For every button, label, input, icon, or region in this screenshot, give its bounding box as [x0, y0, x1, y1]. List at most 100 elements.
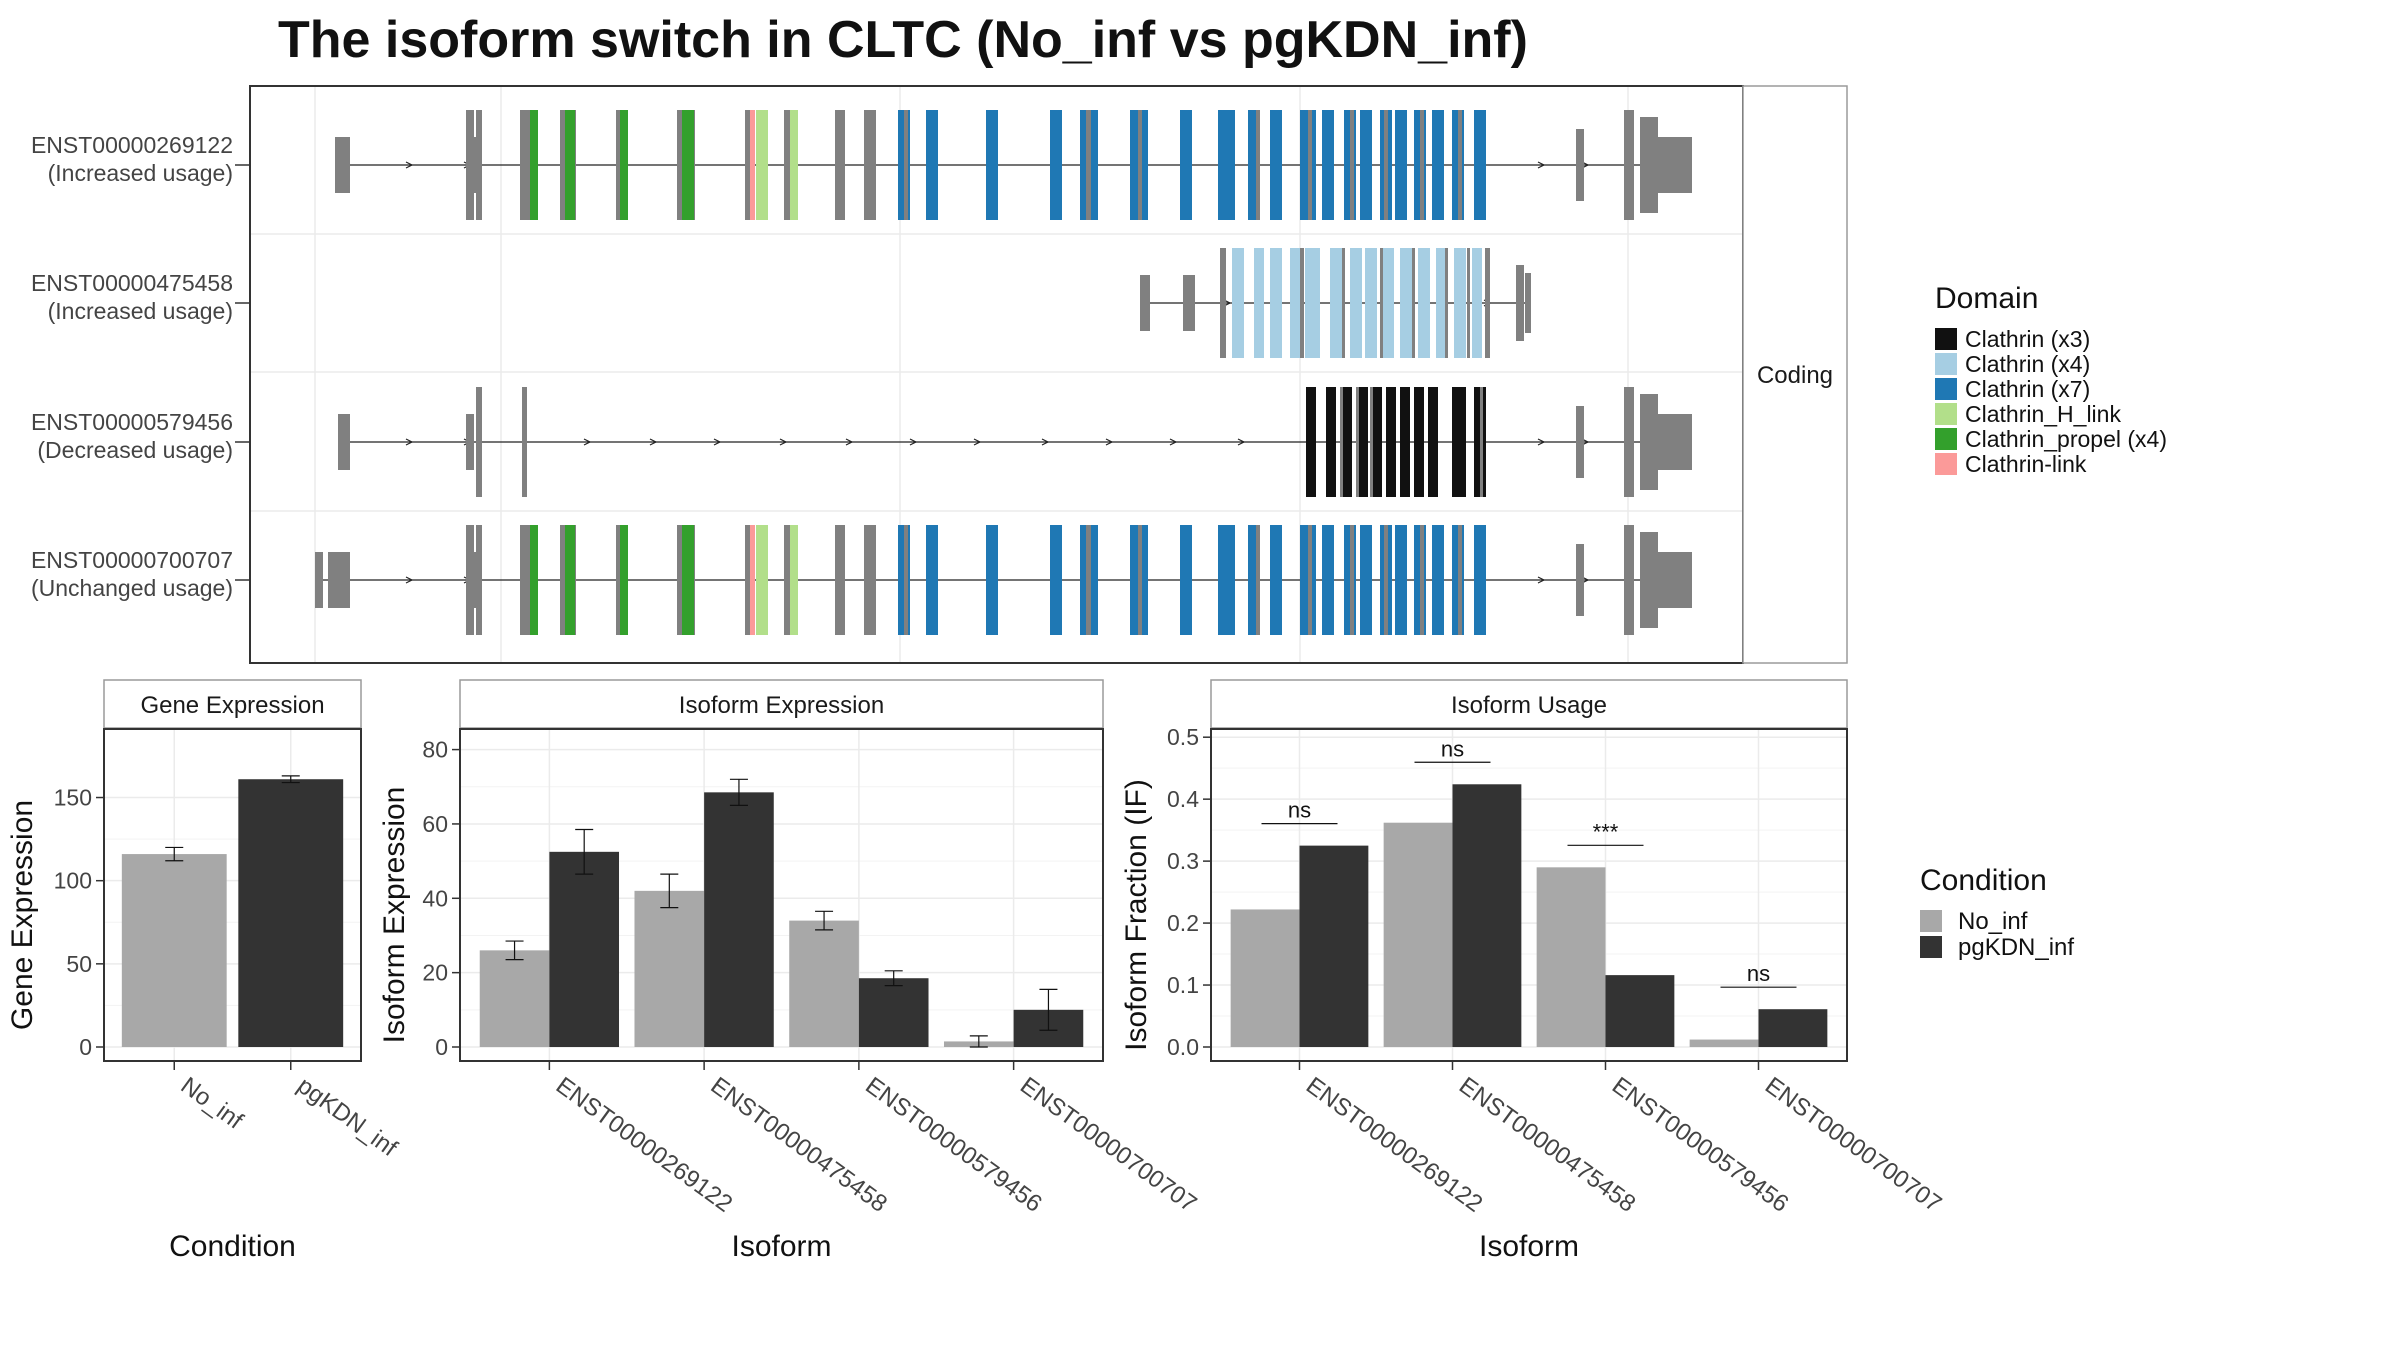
exon-block	[1386, 387, 1396, 497]
figure-title: The isoform switch in CLTC (No_inf vs pg…	[278, 11, 1528, 69]
domain-legend-label: Clathrin_H_link	[1965, 401, 2121, 427]
exon-block	[466, 414, 474, 470]
transcript-track-ENST00000475458	[1140, 248, 1531, 358]
bar	[1689, 1039, 1759, 1047]
exon-block	[745, 525, 752, 635]
exon-block	[904, 525, 908, 635]
exon-block	[1350, 110, 1354, 220]
facet-strip-label: Isoform Expression	[679, 692, 884, 719]
exon-block	[1525, 273, 1531, 333]
exon-block	[986, 525, 998, 635]
strand-arrow	[405, 161, 414, 169]
exon-block	[1350, 248, 1362, 358]
exon-block	[1382, 248, 1394, 358]
facet-strip-right	[1742, 85, 1848, 664]
transcript-track-ENST00000579456	[338, 387, 1692, 497]
exon-block	[1350, 525, 1354, 635]
exon-block	[1380, 248, 1383, 358]
bar	[634, 890, 705, 1047]
exon-block	[1218, 110, 1235, 220]
exon-block	[1516, 265, 1524, 341]
exon-block	[1454, 248, 1466, 358]
y-axis-title: Isoform Expression	[378, 787, 411, 1044]
exon-block	[1658, 414, 1692, 470]
exon-block	[870, 525, 876, 635]
exon-block	[1458, 525, 1462, 635]
bar-charts: Gene Expression 0 50 100 150 No_inf pgKDN_inf C…	[6, 679, 1946, 1263]
exon-block	[1340, 387, 1343, 497]
exon-block	[762, 110, 768, 220]
exon-block	[1138, 110, 1142, 220]
y-tick-label: 0.0	[1167, 1034, 1199, 1060]
exon-block	[1254, 248, 1264, 358]
exon-block	[476, 387, 482, 497]
strand-arrow	[405, 438, 414, 446]
domain-legend-swatch	[1935, 353, 1957, 375]
exon-block	[1220, 248, 1226, 358]
exon-block	[335, 137, 350, 193]
exon-block	[328, 552, 350, 608]
y-tick-label: 0.4	[1167, 786, 1199, 812]
exon-block	[315, 552, 323, 608]
exon-block	[466, 525, 474, 635]
exon-block	[1183, 275, 1195, 331]
transcript-id-label: ENST00000579456	[31, 409, 233, 435]
exon-block	[1474, 525, 1486, 635]
exon-block	[466, 110, 474, 220]
y-tick-label: 0.1	[1167, 972, 1199, 998]
domain-legend-swatch	[1935, 453, 1957, 475]
exon-block	[1400, 387, 1410, 497]
facet-strip	[1210, 679, 1848, 729]
y-tick-label: 100	[54, 868, 92, 894]
condition-legend-label: No_inf	[1958, 908, 2028, 935]
exon-block	[1384, 110, 1388, 220]
bar	[1299, 845, 1369, 1047]
y-tick-label: 0	[435, 1034, 448, 1060]
exon-block	[338, 414, 350, 470]
strand-arrow	[909, 438, 918, 446]
exon-block	[1640, 117, 1658, 213]
exon-block	[1308, 525, 1312, 635]
bar	[1536, 867, 1606, 1047]
strand-arrow	[1537, 161, 1546, 169]
transcript-track-ENST00000700707	[315, 525, 1692, 635]
y-tick-label: 150	[54, 785, 92, 811]
exon-block	[530, 525, 538, 635]
exon-block	[1330, 248, 1342, 358]
chart-panel-isoform-expression: Isoform Expression020406080ENST000002691…	[378, 679, 1202, 1263]
exon-block	[1270, 525, 1282, 635]
exon-block	[1050, 525, 1062, 635]
exon-block	[530, 110, 538, 220]
exon-block	[1372, 387, 1382, 497]
bar	[549, 851, 620, 1047]
condition-legend-label: pgKDN_inf	[1958, 934, 2074, 961]
bar	[1383, 822, 1453, 1047]
domain-legend-swatch	[1935, 428, 1957, 450]
exon-block	[1576, 544, 1584, 616]
exon-block	[1270, 110, 1282, 220]
y-tick-label: 0.2	[1167, 910, 1199, 936]
significance-label: ns	[1288, 798, 1311, 823]
bar	[238, 779, 344, 1047]
bar	[121, 854, 227, 1047]
exon-block	[926, 525, 938, 635]
facet-strip-label: Gene Expression	[140, 692, 324, 719]
domain-legend-label: Clathrin (x4)	[1965, 351, 2090, 377]
exon-block	[565, 110, 575, 220]
domain-legend-swatch	[1935, 378, 1957, 400]
y-axis-title: Isoform Fraction (IF)	[1120, 779, 1153, 1051]
exon-block	[1624, 387, 1634, 497]
facet-label-coding: Coding	[1757, 362, 1833, 389]
strand-arrow	[713, 438, 722, 446]
transcript-usage-label: (Increased usage)	[48, 160, 233, 186]
exon-block	[1658, 137, 1692, 193]
facet-strip-label: Isoform Usage	[1451, 692, 1607, 719]
strand-arrow	[779, 438, 788, 446]
y-tick-label: 20	[422, 960, 448, 986]
exon-block	[1576, 129, 1584, 201]
exon-block	[1305, 248, 1320, 358]
condition-legend-title: Condition	[1920, 864, 2047, 897]
domain-legend-swatch	[1935, 328, 1957, 350]
